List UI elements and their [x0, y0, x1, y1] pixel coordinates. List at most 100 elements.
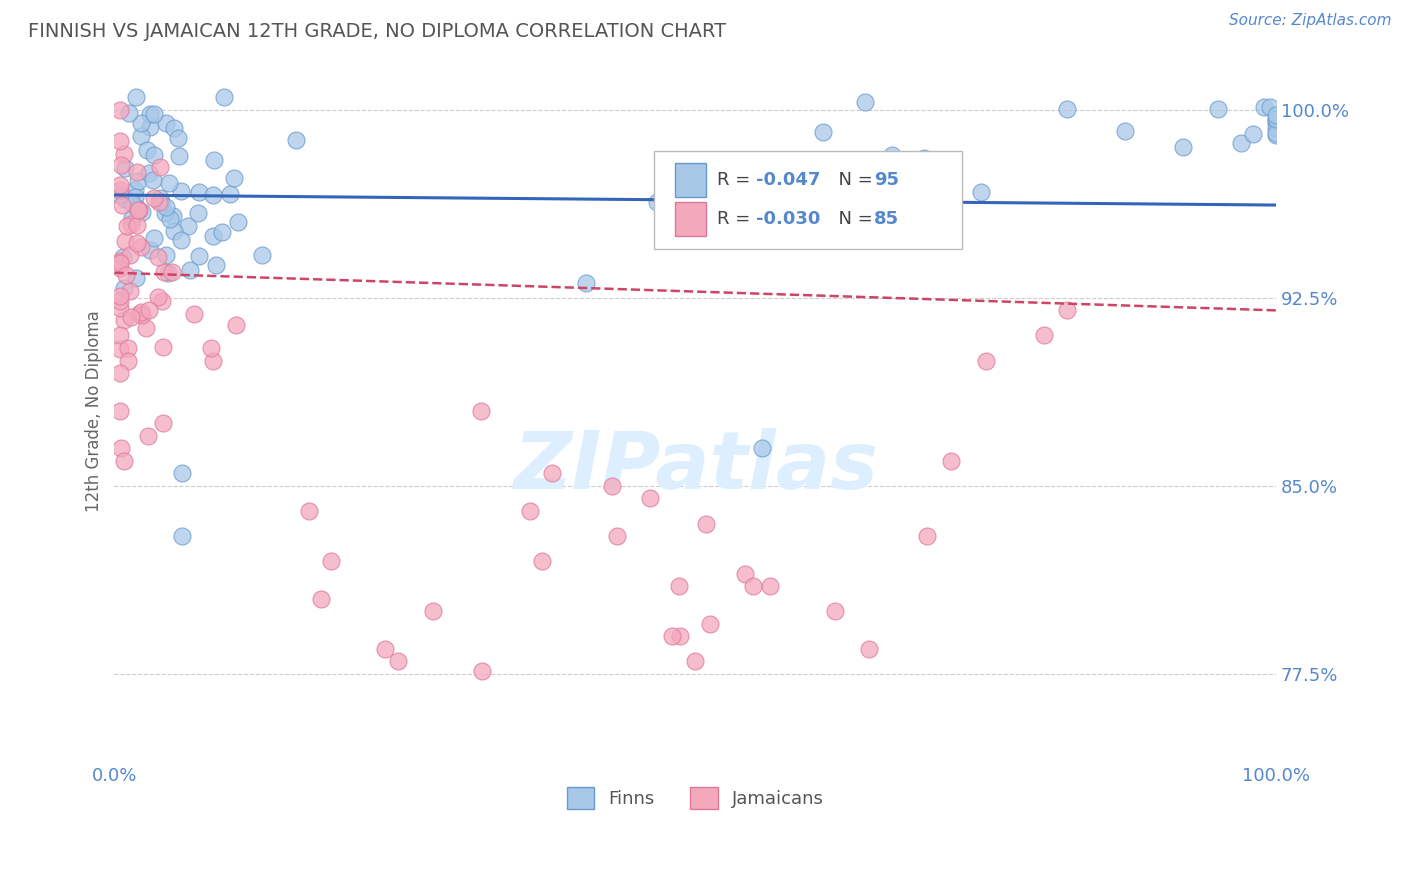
Point — [117, 219, 139, 234]
Point — [422, 604, 444, 618]
Point — [471, 665, 494, 679]
Point — [110, 366, 132, 380]
Point — [142, 173, 165, 187]
Point — [110, 134, 132, 148]
Point — [148, 195, 170, 210]
Point — [163, 120, 186, 135]
Point — [118, 248, 141, 262]
Point — [167, 149, 190, 163]
Point — [131, 308, 153, 322]
Point — [695, 516, 717, 531]
Point — [179, 263, 201, 277]
Point — [110, 183, 132, 197]
Point — [924, 219, 946, 233]
Point — [112, 454, 135, 468]
Text: -0.030: -0.030 — [756, 211, 821, 228]
Point — [1171, 140, 1194, 154]
Point — [129, 115, 152, 129]
Point — [117, 353, 139, 368]
Point — [188, 249, 211, 263]
Point — [606, 529, 628, 543]
Point — [837, 187, 859, 202]
Point — [163, 223, 186, 237]
Point — [148, 191, 170, 205]
Y-axis label: 12th Grade, No Diploma: 12th Grade, No Diploma — [86, 310, 103, 511]
Point — [146, 290, 169, 304]
Point — [110, 187, 132, 202]
Text: R =: R = — [717, 211, 756, 228]
Point — [187, 205, 209, 219]
Point — [188, 185, 211, 199]
Point — [121, 211, 143, 225]
Text: R =: R = — [717, 171, 756, 189]
Point — [879, 164, 901, 178]
Point — [202, 354, 225, 368]
Point — [110, 442, 132, 456]
Point — [157, 176, 180, 190]
Point — [1032, 328, 1054, 343]
Point — [1056, 102, 1078, 116]
Point — [124, 190, 146, 204]
Point — [751, 442, 773, 456]
Point — [974, 353, 997, 368]
Point — [136, 143, 159, 157]
Point — [886, 212, 908, 227]
Point — [201, 229, 224, 244]
Point — [225, 318, 247, 333]
Point — [125, 236, 148, 251]
Point — [110, 328, 132, 343]
Point — [668, 579, 690, 593]
Point — [934, 211, 956, 226]
Text: -0.047: -0.047 — [756, 171, 821, 189]
Point — [120, 217, 142, 231]
Point — [138, 243, 160, 257]
Point — [152, 340, 174, 354]
Point — [1114, 124, 1136, 138]
Point — [298, 504, 321, 518]
Point — [170, 467, 193, 481]
Point — [152, 416, 174, 430]
Point — [252, 248, 274, 262]
Point — [676, 170, 699, 185]
Point — [142, 148, 165, 162]
Point — [118, 106, 141, 120]
Point — [600, 479, 623, 493]
Point — [110, 343, 132, 357]
Point — [387, 655, 409, 669]
Point — [212, 90, 235, 104]
Point — [114, 234, 136, 248]
Point — [149, 161, 172, 175]
Text: N =: N = — [827, 171, 879, 189]
Point — [1265, 127, 1288, 141]
Point — [155, 248, 177, 262]
Point — [759, 579, 782, 593]
Point — [110, 158, 132, 172]
Point — [734, 566, 756, 581]
Point — [110, 256, 132, 270]
Point — [125, 271, 148, 285]
Text: ZIPatlas: ZIPatlas — [513, 428, 877, 506]
Point — [139, 120, 162, 134]
Point — [155, 200, 177, 214]
Point — [917, 529, 939, 543]
Point — [222, 170, 245, 185]
Point — [1253, 100, 1275, 114]
Point — [1230, 136, 1253, 151]
Point — [170, 529, 193, 543]
Point — [1258, 100, 1281, 114]
Point — [1265, 116, 1288, 130]
Point — [138, 107, 160, 121]
Point — [162, 209, 184, 223]
Point — [200, 341, 222, 355]
Point — [138, 303, 160, 318]
Point — [128, 307, 150, 321]
Point — [519, 504, 541, 518]
Point — [170, 233, 193, 247]
Point — [124, 183, 146, 197]
Point — [742, 579, 765, 593]
Point — [530, 554, 553, 568]
Point — [110, 301, 132, 315]
Point — [110, 261, 132, 276]
Point — [834, 160, 856, 174]
Point — [824, 604, 846, 618]
